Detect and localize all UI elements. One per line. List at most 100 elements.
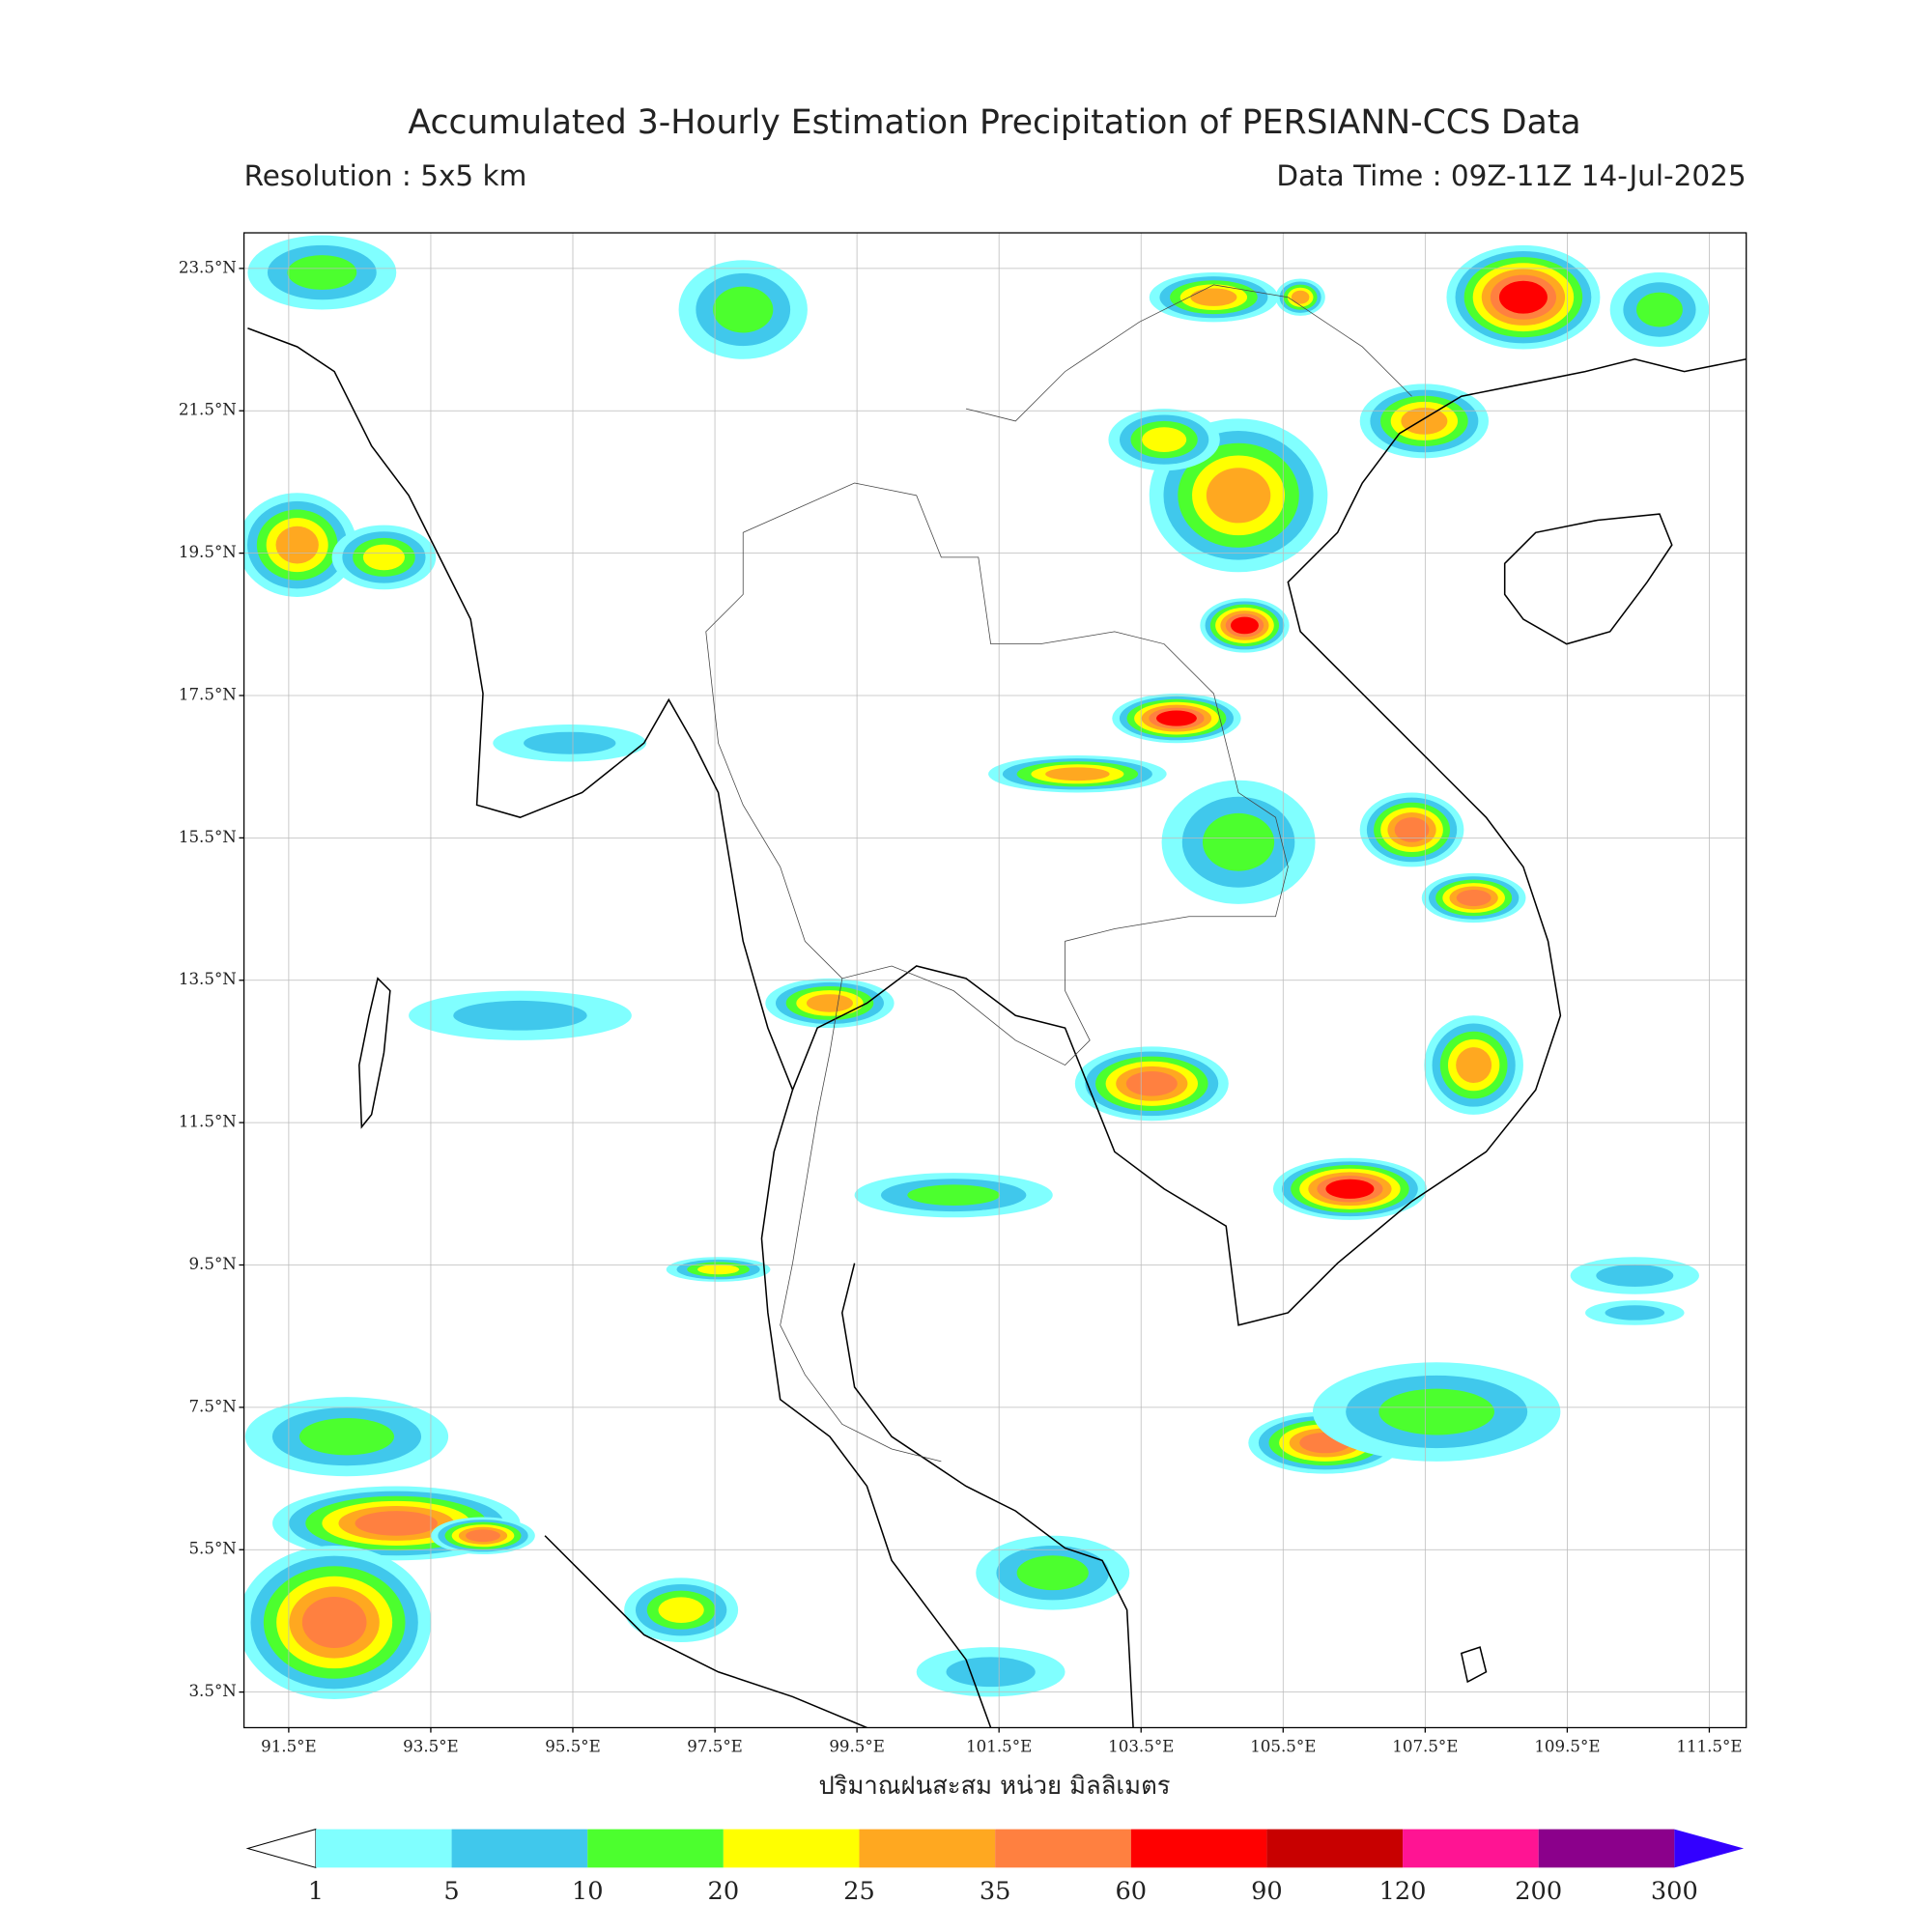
- lon-tick-label: 107.5°E: [1392, 1737, 1458, 1755]
- colorbar-box: [315, 1829, 452, 1868]
- rain-cell: [362, 544, 405, 571]
- rain-cell: [1142, 427, 1187, 452]
- lon-tick-label: 111.5°E: [1676, 1737, 1742, 1755]
- rain-cell: [697, 1264, 740, 1275]
- lon-tick-label: 101.5°E: [966, 1737, 1032, 1755]
- colorbar-label: 20: [708, 1877, 740, 1906]
- lon-tick-label: 109.5°E: [1534, 1737, 1600, 1755]
- graticule: 91.5°E 93.5°E 95.5°E 97.5°E 99.5°E 101.5°E 103…: [179, 233, 1747, 1755]
- colorbar-under: [245, 1828, 317, 1869]
- rain-cell: [1605, 1305, 1665, 1321]
- colorbar-box: [587, 1829, 724, 1868]
- map-frame: [242, 232, 1747, 1729]
- colorbar-label: 35: [980, 1877, 1011, 1906]
- rain-cell: [301, 1596, 367, 1648]
- rain-cell: [658, 1597, 704, 1623]
- colorbar-over: [1674, 1829, 1745, 1868]
- coastlines: [247, 284, 1747, 1728]
- colorbar-label: 5: [443, 1877, 459, 1906]
- lon-tick-label: 97.5°E: [687, 1737, 743, 1755]
- lat-tick-label: 5.5°N: [188, 1540, 236, 1558]
- rain-cell: [1325, 1179, 1375, 1199]
- rain-cell: [287, 255, 357, 290]
- rain-cell: [806, 994, 853, 1012]
- title: Accumulated 3-Hourly Estimation Precipit…: [408, 103, 1580, 142]
- colorbar-box: [723, 1829, 860, 1868]
- island: [1460, 1646, 1488, 1684]
- colorbar-label: 60: [1115, 1877, 1147, 1906]
- rain-cell: [946, 1657, 1036, 1688]
- country-border: [965, 284, 1412, 422]
- rain-cell: [1206, 468, 1271, 524]
- rain-cell: [1394, 817, 1430, 842]
- rain-cell: [1596, 1264, 1674, 1288]
- rain-cell: [1456, 1047, 1492, 1084]
- rain-cell: [355, 1511, 438, 1536]
- rain-cell: [524, 731, 616, 754]
- lat-tick-label: 15.5°N: [179, 828, 237, 846]
- colorbar-box: [1266, 1829, 1404, 1868]
- lat-tick-label: 21.5°N: [179, 401, 237, 419]
- rain-cell: [1016, 1555, 1089, 1591]
- lat-tick-label: 7.5°N: [188, 1397, 236, 1415]
- lon-tick-label: 95.5°E: [545, 1737, 601, 1755]
- rain-cell: [713, 286, 774, 333]
- rain-cell: [1401, 408, 1448, 435]
- rain-cell: [1125, 1070, 1178, 1096]
- colorbar-box: [451, 1829, 588, 1868]
- rain-cell: [1378, 1388, 1495, 1435]
- lat-tick-label: 23.5°N: [179, 258, 237, 276]
- rain-cell: [1190, 288, 1237, 306]
- precipitation-field: [243, 235, 1710, 1699]
- colorbar-label: 25: [843, 1877, 875, 1906]
- country-border: [705, 482, 1289, 1066]
- coastline: [841, 1263, 1134, 1728]
- colorbar-label: 1: [308, 1877, 324, 1906]
- colorbar-box: [995, 1829, 1131, 1868]
- lat-tick-label: 9.5°N: [188, 1255, 236, 1273]
- lat-tick-label: 3.5°N: [188, 1682, 236, 1700]
- lat-tick-label: 11.5°N: [179, 1113, 237, 1131]
- hainan: [1503, 513, 1673, 645]
- lon-tick-label: 103.5°E: [1108, 1737, 1174, 1755]
- colorbar-label: 120: [1379, 1877, 1427, 1906]
- colorbar-box: [1130, 1829, 1267, 1868]
- rain-cell: [1202, 812, 1275, 871]
- rain-cell: [1155, 710, 1197, 726]
- rain-cell: [275, 526, 319, 564]
- colorbar-box: [1403, 1829, 1539, 1868]
- rain-cell: [1230, 616, 1259, 635]
- lat-tick-label: 19.5°N: [179, 543, 237, 561]
- island: [358, 977, 391, 1129]
- x-axis-label: ปริมาณฝนสะสม หน่วย มิลลิเมตร: [818, 1772, 1170, 1801]
- coastline: [791, 358, 1747, 1326]
- coastline: [247, 327, 992, 1728]
- data-time: Data Time : 09Z-11Z 14-Jul-2025: [1276, 159, 1746, 192]
- coastline: [544, 1535, 867, 1728]
- rain-cell: [298, 1418, 395, 1456]
- resolution: Resolution : 5x5 km: [244, 159, 527, 192]
- colorbar: 1 5 10 20 25 35 60 90 120 200 300: [245, 1828, 1745, 1906]
- rain-cell: [1045, 767, 1110, 781]
- lon-tick-label: 99.5°E: [829, 1737, 885, 1755]
- rain-cell: [1636, 292, 1683, 327]
- lon-tick-label: 93.5°E: [403, 1737, 459, 1755]
- colorbar-label: 200: [1515, 1877, 1562, 1906]
- country-border: [780, 978, 942, 1463]
- colorbar-label: 10: [572, 1877, 604, 1906]
- lon-tick-label: 91.5°E: [261, 1737, 317, 1755]
- rain-cell: [466, 1529, 500, 1543]
- colorbar-box: [1538, 1829, 1675, 1868]
- rain-cell: [453, 1000, 587, 1031]
- rain-cell: [1291, 290, 1310, 304]
- colorbar-label: 300: [1651, 1877, 1698, 1906]
- colorbar-box: [859, 1829, 996, 1868]
- lat-tick-label: 13.5°N: [179, 970, 237, 988]
- lon-tick-label: 105.5°E: [1250, 1737, 1316, 1755]
- rain-cell: [1498, 280, 1548, 314]
- rain-cell: [907, 1184, 1001, 1206]
- colorbar-label: 90: [1251, 1877, 1283, 1906]
- lat-tick-label: 17.5°N: [179, 685, 237, 703]
